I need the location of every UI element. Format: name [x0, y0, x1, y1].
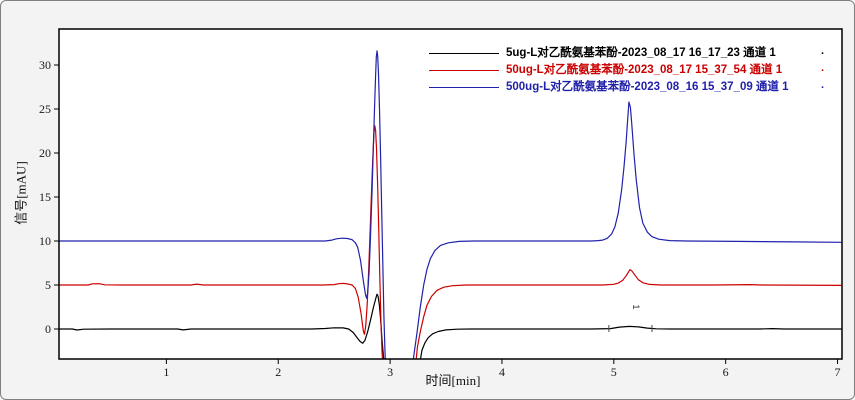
y-axis-tick-label: 15	[39, 190, 51, 204]
legend-trailing-dot: .	[821, 79, 825, 91]
legend-line-sample	[429, 53, 499, 54]
legend-item-1: 50ug-L对乙酰氨基苯酚-2023_08_17 15_37_54 通道 1.	[429, 62, 849, 79]
legend-label: 5ug-L对乙酰氨基苯酚-2023_08_17 16_17_23 通道 1	[506, 47, 776, 59]
series-trace-1	[59, 125, 842, 359]
y-axis-tick-label: 0	[45, 322, 51, 336]
x-axis-tick-label: 5	[611, 365, 617, 379]
legend-label: 500ug-L对乙酰氨基苯酚-2023_08_16 15_37_09 通道 1	[506, 81, 789, 93]
legend-trailing-dot: .	[821, 62, 825, 74]
y-axis-tick-label: 20	[39, 146, 51, 160]
legend-line-sample	[429, 70, 499, 71]
legend-label: 50ug-L对乙酰氨基苯酚-2023_08_17 15_37_54 通道 1	[506, 64, 783, 76]
legend: 5ug-L对乙酰氨基苯酚-2023_08_17 16_17_23 通道 1. 50…	[429, 45, 849, 96]
y-axis-tick-label: 30	[39, 58, 51, 72]
y-axis-tick-label: 5	[45, 278, 51, 292]
y-axis-label: 信号[mAU]	[13, 161, 29, 225]
x-axis-label: 时间[min]	[425, 373, 481, 388]
series-trace-2	[59, 50, 842, 359]
legend-line-sample	[429, 87, 499, 88]
legend-item-0: 5ug-L对乙酰氨基苯酚-2023_08_17 16_17_23 通道 1.	[429, 45, 849, 62]
legend-trailing-dot: .	[821, 45, 825, 57]
peak-number-label: 1	[631, 304, 641, 309]
y-axis-tick-label: 10	[39, 234, 51, 248]
x-axis-tick-label: 4	[499, 365, 505, 379]
plot-area[interactable]	[59, 29, 842, 359]
x-axis-tick-label: 1	[163, 365, 169, 379]
x-axis-tick-label: 2	[275, 365, 281, 379]
x-axis-tick-label: 7	[835, 365, 841, 379]
y-axis-tick-label: 25	[39, 102, 51, 116]
x-axis-tick-label: 3	[387, 365, 393, 379]
legend-item-2: 500ug-L对乙酰氨基苯酚-2023_08_16 15_37_09 通道 1.	[429, 79, 849, 96]
plot-frame	[58, 28, 843, 360]
x-axis-tick-label: 6	[723, 365, 729, 379]
